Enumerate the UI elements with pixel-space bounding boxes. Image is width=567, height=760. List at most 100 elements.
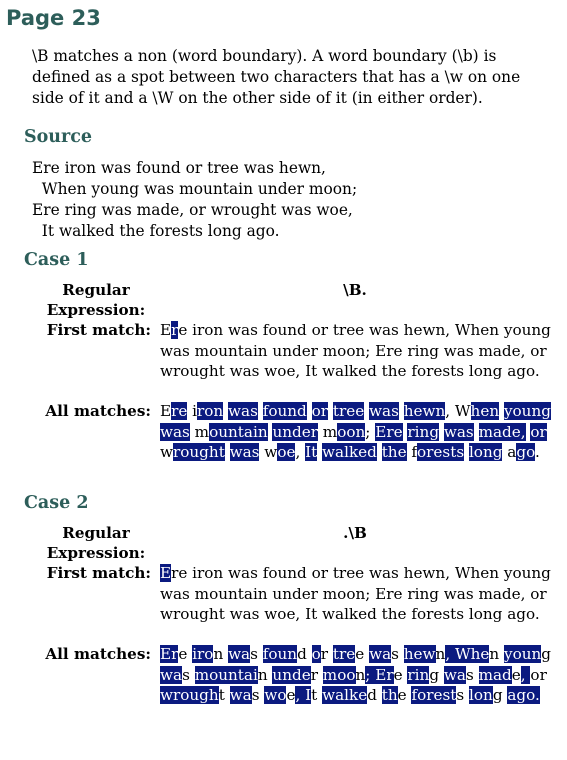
- text-segment: g: [492, 686, 508, 704]
- match-highlight: walke: [322, 686, 368, 704]
- text-segment: i: [187, 402, 198, 420]
- match-highlight: was: [443, 422, 474, 441]
- match-highlight: young: [503, 402, 551, 420]
- first-match-text: Ere iron was found or tree was hewn, Whe…: [160, 320, 552, 382]
- text-segment: s: [465, 665, 479, 684]
- case-1-heading: Case 1: [24, 250, 89, 270]
- match-highlight: hewn: [403, 402, 446, 420]
- match-highlight: Ere: [375, 422, 403, 441]
- regex-value: \B.: [343, 281, 367, 299]
- match-highlight: rin: [407, 665, 430, 684]
- text-segment: m: [189, 422, 210, 441]
- text-segment: n: [355, 665, 366, 684]
- poem-line: Ere iron was found or tree was hewn,: [32, 159, 326, 177]
- match-highlight: foun: [262, 645, 298, 663]
- match-highlight: oe: [277, 443, 296, 461]
- page-title: Page 23: [6, 6, 101, 30]
- poem-line: When young was mountain under moon;: [32, 180, 358, 198]
- regex-label: Regular Expression:: [46, 281, 146, 319]
- match-highlight: or: [311, 402, 329, 420]
- text-segment: s: [182, 665, 195, 684]
- match-highlight: iro: [192, 645, 214, 663]
- text-segment: [225, 443, 230, 461]
- match-highlight: was: [228, 402, 258, 420]
- text-segment: r: [320, 645, 333, 663]
- match-highlight: go: [516, 443, 535, 461]
- all-matches-text: Ere iron was found or tree was hewn, Whe…: [160, 401, 552, 463]
- text-segment: e: [393, 665, 408, 684]
- match-highlight: or: [530, 422, 547, 441]
- match-highlight: was: [369, 402, 399, 420]
- text-segment: w: [160, 443, 173, 461]
- match-highlight: , I: [295, 686, 312, 704]
- text-segment: ,: [295, 443, 306, 461]
- text-segment: e: [511, 665, 521, 684]
- match-highlight: th: [381, 686, 398, 704]
- text-segment: [399, 402, 404, 420]
- match-highlight: mountai: [194, 665, 258, 684]
- match-highlight: wa: [229, 686, 252, 704]
- match-highlight: mad: [478, 665, 512, 684]
- match-highlight: made,: [478, 422, 526, 441]
- text-segment: n: [489, 645, 504, 663]
- match-highlight: re: [171, 402, 188, 420]
- match-highlight: unde: [272, 665, 311, 684]
- regex-value: .\B: [343, 524, 367, 542]
- text-segment: , W: [445, 402, 471, 420]
- match-highlight: tree: [332, 402, 365, 420]
- text-segment: n: [257, 665, 273, 684]
- text-segment: f: [406, 443, 418, 461]
- text-segment: r: [310, 665, 323, 684]
- all-matches-label: All matches:: [45, 645, 151, 663]
- match-highlight: hen: [470, 402, 500, 420]
- match-highlight: o: [311, 645, 321, 663]
- poem-line: Ere ring was made, or wrought was woe,: [32, 201, 353, 219]
- poem-line: It walked the forests long ago.: [32, 222, 280, 240]
- text-segment: .: [534, 443, 540, 461]
- match-highlight: forest: [411, 686, 457, 704]
- text-segment: s: [391, 645, 404, 663]
- match-highlight: lon: [469, 686, 493, 704]
- match-highlight: Er: [160, 645, 179, 663]
- match-highlight: , Whe: [445, 645, 490, 663]
- text-segment: ;: [365, 422, 376, 441]
- text-segment: t: [311, 686, 323, 704]
- text-segment: s: [251, 686, 265, 704]
- all-matches-text: Ere iron was found or tree was hewn, Whe…: [160, 644, 552, 706]
- first-match-label: First match:: [46, 564, 151, 582]
- match-highlight: wo: [264, 686, 287, 704]
- match-highlight: orests: [417, 443, 465, 461]
- text-segment: s: [250, 645, 263, 663]
- match-highlight: wa: [443, 665, 466, 684]
- match-highlight: wrough: [160, 686, 219, 704]
- text-segment: e: [178, 645, 193, 663]
- text-segment: n: [435, 645, 446, 663]
- text-segment: [307, 402, 312, 420]
- match-highlight: wa: [160, 665, 183, 684]
- match-highlight: ; Er: [365, 665, 394, 684]
- text-segment: e: [355, 645, 370, 663]
- text-segment: d: [297, 645, 312, 663]
- text-segment: a: [502, 443, 517, 461]
- match-highlight: ron: [197, 402, 224, 420]
- match-highlight: ring: [407, 422, 440, 441]
- text-segment: m: [317, 422, 338, 441]
- match-highlight: the: [381, 443, 407, 461]
- description: \B matches a non (word boundary). A word…: [32, 47, 521, 107]
- first-match-label: First match:: [46, 321, 151, 339]
- match-highlight: rought: [173, 443, 225, 461]
- match-highlight: r: [171, 321, 179, 339]
- text-segment: t: [218, 686, 230, 704]
- all-matches-label: All matches:: [45, 402, 151, 420]
- match-highlight: youn: [504, 645, 542, 663]
- match-highlight: E: [160, 564, 172, 582]
- match-highlight: found: [262, 402, 307, 420]
- match-highlight: It: [305, 443, 318, 461]
- text-segment: e: [286, 686, 296, 704]
- text-segment: e: [397, 686, 412, 704]
- text-segment: d: [367, 686, 382, 704]
- text-segment: g: [541, 645, 552, 663]
- text-segment: [377, 443, 382, 461]
- match-highlight: was: [160, 422, 190, 441]
